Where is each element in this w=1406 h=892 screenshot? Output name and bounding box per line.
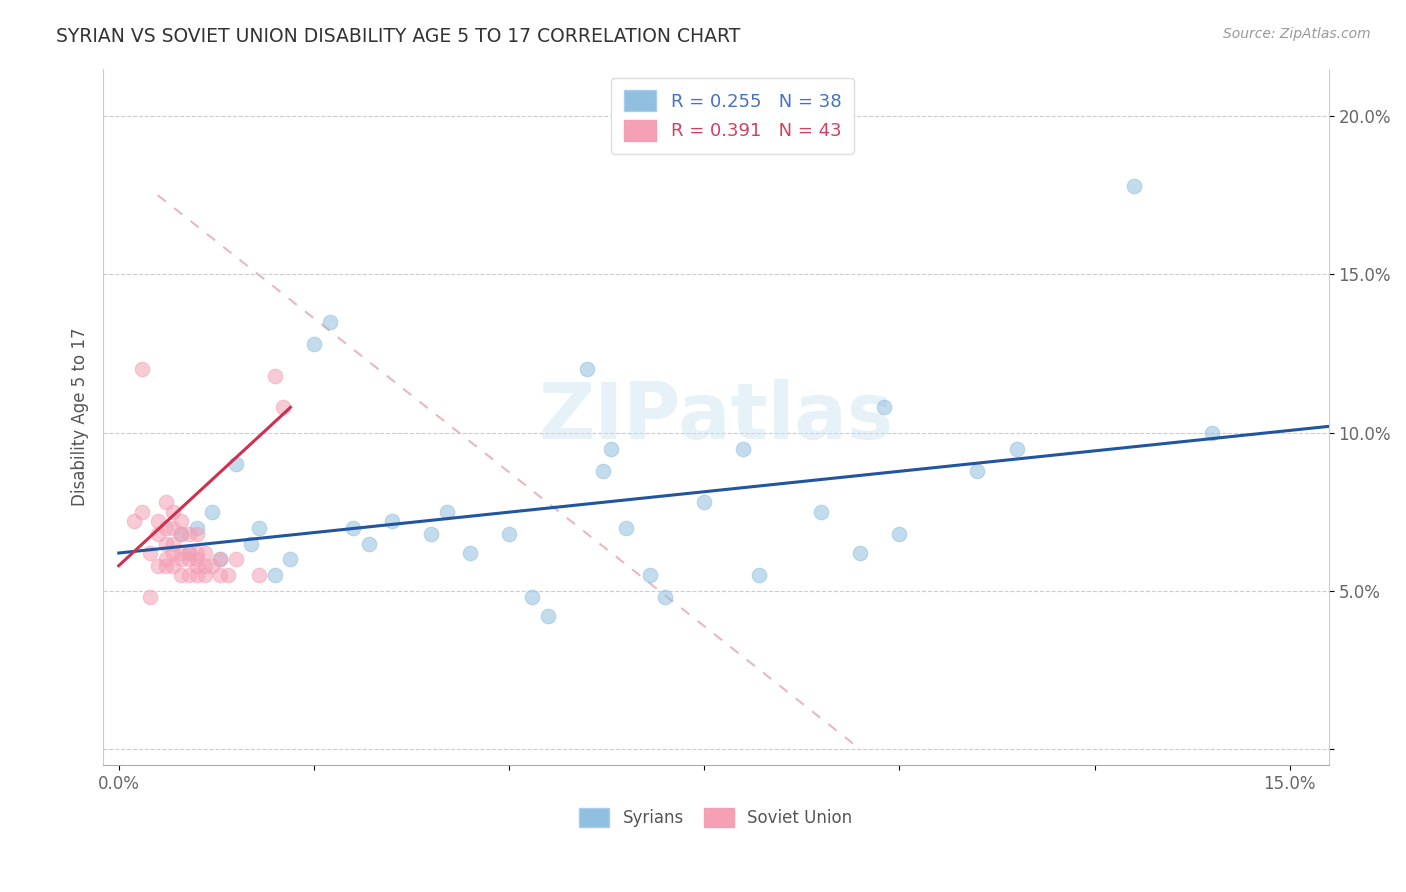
Point [247, 521, 270, 535]
Legend: Syrians, Soviet Union: Syrians, Soviet Union [572, 801, 859, 833]
Y-axis label: Disability Age 5 to 17: Disability Age 5 to 17 [72, 327, 89, 506]
Point [155, 495, 177, 509]
Point [458, 546, 481, 560]
Point [209, 552, 232, 566]
Point [209, 568, 232, 582]
Point [693, 495, 716, 509]
Point [162, 536, 184, 550]
Point [1201, 425, 1223, 440]
Point [966, 464, 988, 478]
Point [576, 362, 599, 376]
Point [201, 505, 224, 519]
Point [240, 536, 263, 550]
Point [225, 458, 247, 472]
Point [186, 546, 208, 560]
Point [170, 527, 193, 541]
Point [498, 527, 520, 541]
Text: ZIPatlas: ZIPatlas [538, 379, 893, 455]
Point [264, 368, 287, 383]
Point [302, 337, 325, 351]
Point [124, 514, 146, 528]
Point [217, 568, 239, 582]
Point [592, 464, 614, 478]
Point [162, 521, 184, 535]
Point [194, 546, 217, 560]
Point [209, 552, 232, 566]
Text: SYRIAN VS SOVIET UNION DISABILITY AGE 5 TO 17 CORRELATION CHART: SYRIAN VS SOVIET UNION DISABILITY AGE 5 … [56, 27, 741, 45]
Point [201, 558, 224, 573]
Point [654, 591, 676, 605]
Point [342, 521, 364, 535]
Point [177, 552, 200, 566]
Point [247, 568, 270, 582]
Point [177, 546, 200, 560]
Point [271, 401, 294, 415]
Point [131, 362, 153, 376]
Point [194, 568, 217, 582]
Point [1122, 178, 1144, 193]
Point [357, 536, 380, 550]
Point [436, 505, 458, 519]
Point [162, 558, 184, 573]
Point [186, 552, 208, 566]
Point [170, 546, 193, 560]
Point [280, 552, 302, 566]
Point [155, 536, 177, 550]
Point [146, 558, 169, 573]
Point [186, 521, 208, 535]
Point [186, 527, 208, 541]
Point [889, 527, 911, 541]
Point [162, 546, 184, 560]
Point [264, 568, 287, 582]
Point [186, 568, 208, 582]
Point [146, 514, 169, 528]
Point [733, 442, 755, 456]
Point [318, 315, 340, 329]
Point [170, 514, 193, 528]
Point [225, 552, 247, 566]
Point [162, 505, 184, 519]
Point [139, 591, 162, 605]
Point [155, 552, 177, 566]
Point [1005, 442, 1028, 456]
Point [177, 546, 200, 560]
Point [194, 558, 217, 573]
Point [873, 401, 896, 415]
Point [849, 546, 872, 560]
Point [810, 505, 832, 519]
Point [177, 568, 200, 582]
Point [170, 568, 193, 582]
Point [638, 568, 661, 582]
Point [155, 558, 177, 573]
Point [146, 527, 169, 541]
Point [537, 609, 560, 624]
Point [139, 546, 162, 560]
Point [599, 442, 621, 456]
Point [177, 527, 200, 541]
Point [381, 514, 404, 528]
Point [170, 527, 193, 541]
Point [522, 591, 544, 605]
Point [155, 521, 177, 535]
Text: Source: ZipAtlas.com: Source: ZipAtlas.com [1223, 27, 1371, 41]
Point [420, 527, 443, 541]
Point [170, 552, 193, 566]
Point [186, 558, 208, 573]
Point [131, 505, 153, 519]
Point [614, 521, 637, 535]
Point [748, 568, 770, 582]
